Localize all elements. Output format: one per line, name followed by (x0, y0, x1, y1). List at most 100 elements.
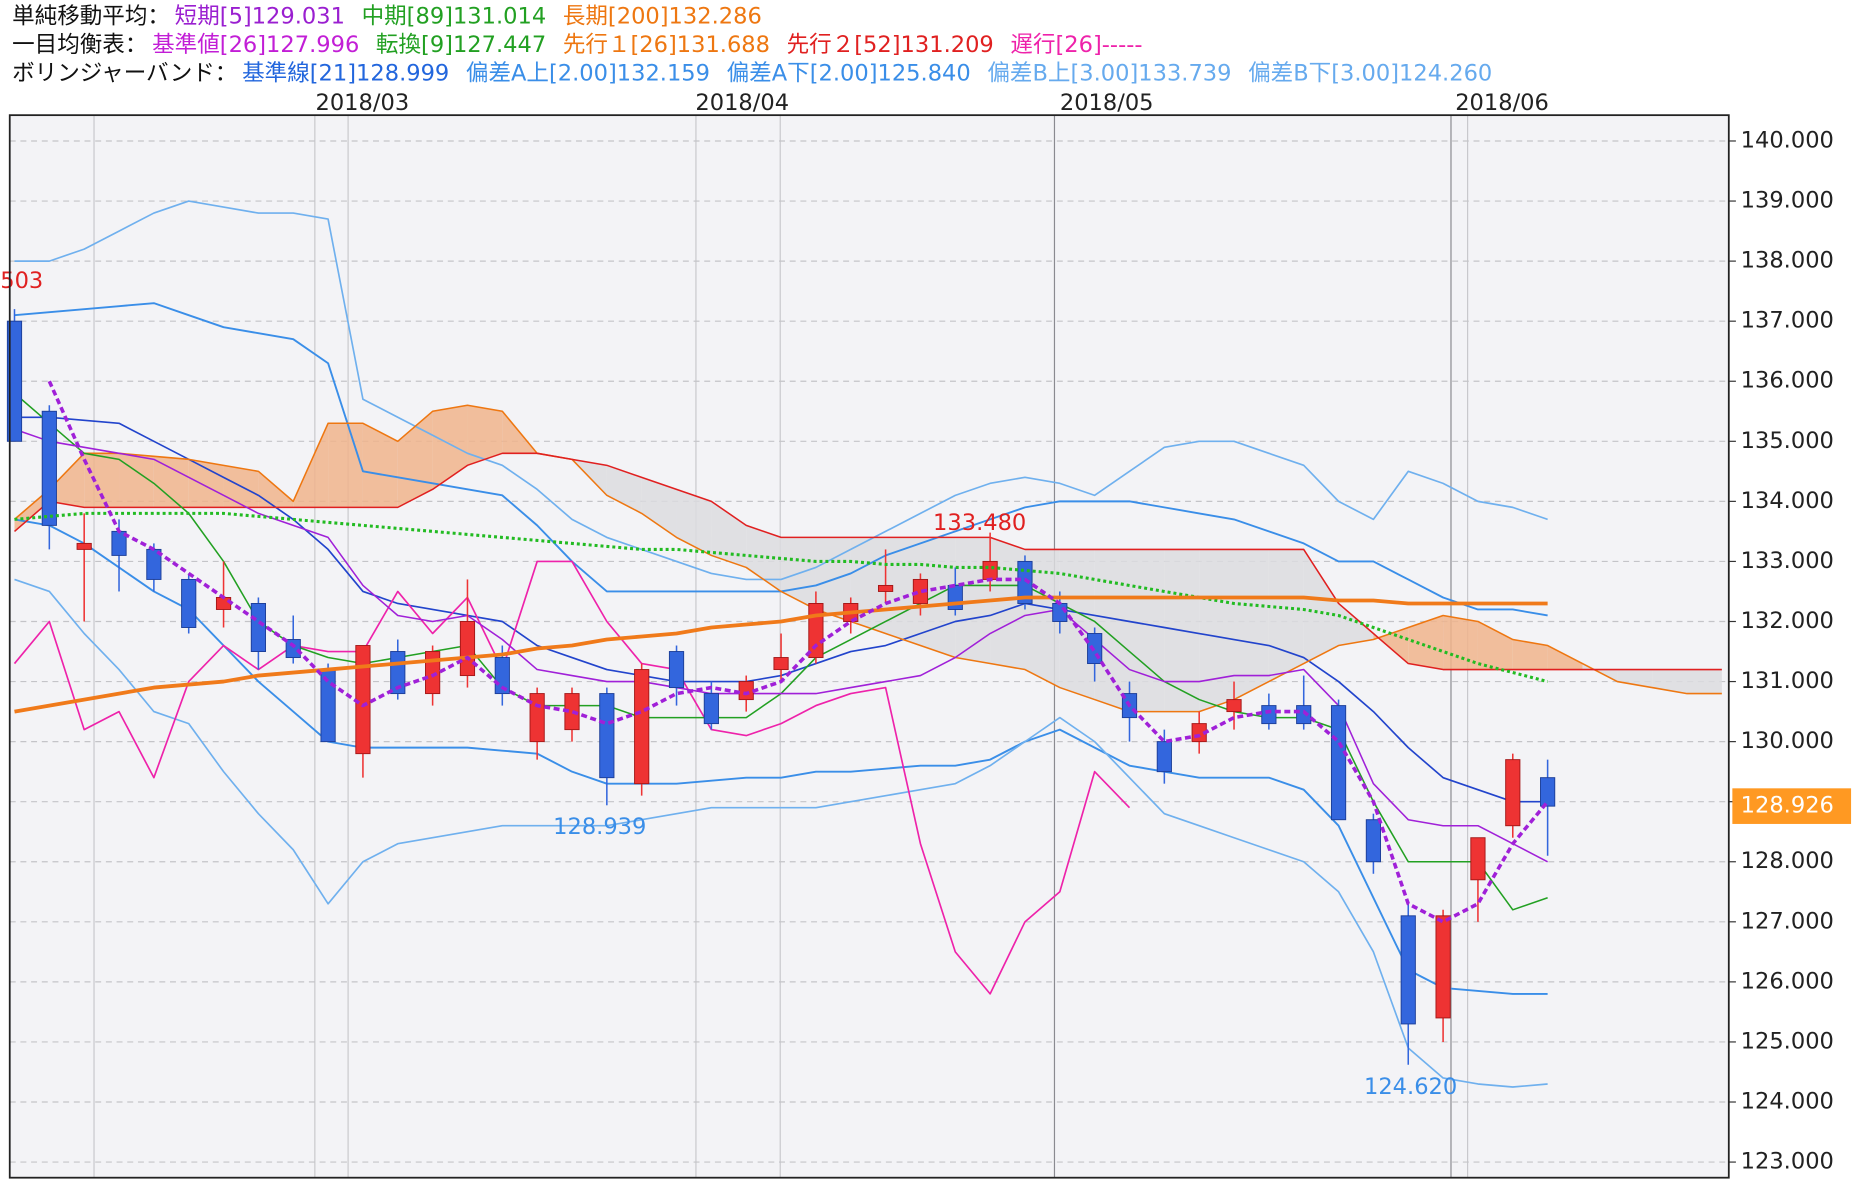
line-series (13, 404, 1722, 713)
y-tick-label: 125.000 (1741, 1028, 1834, 1054)
cloud (397, 411, 433, 508)
candle-body (285, 639, 301, 659)
legend-entry: 基準線[21]128.999 (242, 60, 449, 86)
line-series (14, 518, 1548, 995)
legend-label: 一目均衡表： (12, 32, 147, 58)
line-series (14, 578, 1548, 1088)
cloud (1199, 549, 1235, 712)
candle-body (599, 693, 615, 779)
candle-body (1296, 705, 1312, 725)
y-tick-label: 140.000 (1741, 127, 1834, 153)
annotation: 503 (0, 268, 43, 294)
candle-body (1400, 915, 1416, 1025)
candle-body (1226, 699, 1242, 713)
candle-body (1156, 741, 1172, 773)
y-tick-label: 126.000 (1741, 968, 1834, 994)
legend-entry: 短期[5]129.031 (175, 3, 345, 29)
candle-body (6, 320, 23, 442)
y-tick-label: 137.000 (1741, 308, 1834, 334)
candle-body (76, 542, 92, 550)
cloud (467, 405, 503, 466)
y-tick-label: 139.000 (1741, 188, 1834, 214)
cloud (153, 456, 189, 508)
cloud (1547, 645, 1583, 670)
cloud (1268, 549, 1304, 682)
line-series (14, 595, 1548, 714)
candle-body (634, 669, 650, 785)
legend-row: 単純移動平均： 短期[5]129.031 中期[89]131.014 長期[200]1… (12, 3, 762, 29)
candle-body (773, 657, 789, 671)
line-series (13, 560, 1131, 995)
legend-entry: 偏差B上[3.00]133.739 (987, 60, 1231, 86)
x-tick-label: 2018/03 (316, 90, 410, 116)
y-tick-label: 135.000 (1741, 428, 1834, 454)
cloud (362, 423, 398, 508)
annotation: 133.480 (933, 510, 1026, 536)
legend-label: 単純移動平均： (12, 3, 170, 29)
cloud (1443, 615, 1478, 670)
cloud (188, 459, 224, 508)
y-tick-label: 136.000 (1741, 368, 1834, 394)
candle-body (425, 651, 441, 695)
candle-body (1261, 705, 1277, 725)
candle-body (1365, 819, 1382, 863)
last-price-box (1732, 788, 1852, 824)
cloud (1129, 549, 1165, 712)
y-tick-label: 127.000 (1741, 908, 1834, 934)
candle-body (1505, 759, 1521, 827)
y-tick-label: 134.000 (1741, 488, 1834, 514)
line-series (13, 452, 1722, 671)
cloud (676, 489, 712, 556)
candle-body (355, 645, 371, 755)
cloud (1303, 549, 1339, 664)
legend-entry: 先行２[52]131.209 (787, 32, 994, 58)
candle-body (1435, 915, 1451, 1019)
y-tick-label: 124.000 (1741, 1089, 1834, 1115)
cloud (1512, 639, 1548, 670)
legend-label: ボリンジャーバンド： (12, 60, 237, 86)
legend-entry: 中期[89]131.014 (362, 3, 547, 29)
cloud (1477, 621, 1513, 670)
cloud (1652, 669, 1688, 694)
y-tick-label: 131.000 (1741, 668, 1834, 694)
candle-body (529, 693, 545, 743)
candle-body (947, 584, 963, 610)
candle-body (41, 410, 57, 526)
line-series (47, 380, 1549, 924)
cloud (606, 465, 642, 514)
cloud (1373, 627, 1409, 664)
legend-entry: 偏差B下[3.00]124.260 (1248, 60, 1492, 86)
cloud (746, 525, 782, 592)
candle-body (982, 560, 998, 580)
cloud (1338, 603, 1374, 646)
cloud (1234, 549, 1269, 700)
legend-entry: 長期[200]132.286 (563, 3, 762, 29)
y-tick-label: 130.000 (1741, 728, 1834, 754)
y-tick-label: 138.000 (1741, 248, 1834, 274)
cloud (641, 477, 677, 538)
cloud (49, 453, 85, 508)
legend-entry: 遅行[26]----- (1010, 32, 1142, 58)
cloud (1687, 669, 1722, 694)
annotation: 128.939 (553, 814, 646, 840)
legend-entry: 偏差A上[2.00]132.159 (466, 60, 710, 86)
y-tick-label: 123.000 (1741, 1149, 1834, 1175)
legend-row: ボリンジャーバンド： 基準線[21]128.999 偏差A上[2.00]132.15… (12, 60, 1492, 86)
candle-body (1540, 777, 1556, 807)
candle-body (738, 681, 754, 701)
cloud (258, 471, 294, 508)
legend-entry: 偏差A下[2.00]125.840 (727, 60, 971, 86)
annotation: 124.620 (1364, 1074, 1457, 1100)
candle-body (1470, 837, 1486, 881)
cloud (711, 501, 747, 568)
y-tick-label: 133.000 (1741, 548, 1834, 574)
last-price-label: 128.926 (1741, 793, 1834, 819)
x-tick-label: 2018/06 (1455, 90, 1549, 116)
candle-body (250, 603, 266, 653)
cloud (84, 453, 120, 508)
line-series (14, 200, 1548, 581)
line-series (14, 511, 1549, 684)
cloud (432, 405, 468, 490)
